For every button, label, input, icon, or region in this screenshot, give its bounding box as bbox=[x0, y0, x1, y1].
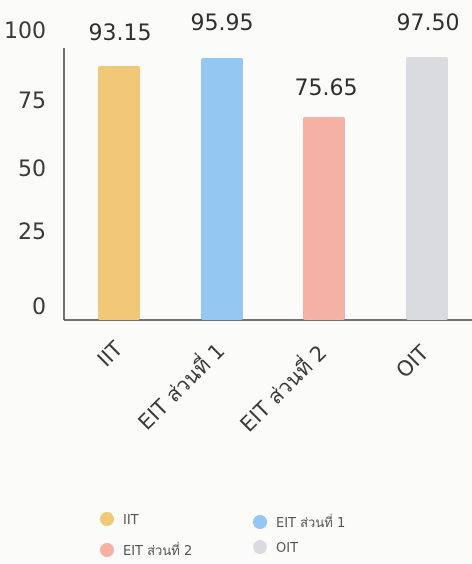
bar-value-label: 93.15 bbox=[89, 21, 152, 46]
legend-label-eit-1: EIT ส่วนที่ 1 bbox=[276, 516, 346, 531]
legend-item-eit-2: EIT ส่วนที่ 2 bbox=[100, 540, 192, 561]
legend-label-iit: IIT bbox=[123, 513, 139, 528]
legend-swatch-iit bbox=[100, 512, 114, 526]
category-label: OIT bbox=[391, 340, 433, 382]
y-tick-label: 25 bbox=[18, 220, 46, 245]
y-tick-label: 100 bbox=[4, 19, 46, 44]
legend-swatch-oit bbox=[253, 540, 267, 554]
bar-value-label: 95.95 bbox=[191, 11, 254, 36]
value-labels: 93.15 95.95 75.65 97.50 bbox=[89, 11, 460, 101]
y-tick-label: 75 bbox=[18, 89, 46, 114]
y-tick-label: 50 bbox=[18, 157, 46, 182]
legend-item-iit: IIT bbox=[100, 512, 139, 528]
y-axis-ticks: 0 25 50 75 100 bbox=[4, 19, 46, 320]
bars bbox=[98, 57, 448, 320]
legend-swatch-eit-1 bbox=[253, 515, 267, 529]
legend-item-oit: OIT bbox=[253, 540, 298, 556]
legend-label-eit-2: EIT ส่วนที่ 2 bbox=[123, 544, 193, 559]
category-label: EIT ส่วนที่ 1 bbox=[131, 336, 229, 434]
legend-item-eit-1: EIT ส่วนที่ 1 bbox=[253, 512, 345, 533]
bar bbox=[303, 117, 345, 320]
bar bbox=[98, 66, 140, 320]
bar bbox=[406, 57, 448, 320]
category-label: IIT bbox=[93, 336, 128, 371]
category-labels: IIT EIT ส่วนที่ 1 EIT ส่วนที่ 2 OIT bbox=[93, 336, 434, 436]
bar bbox=[201, 58, 243, 320]
legend-swatch-eit-2 bbox=[100, 543, 114, 557]
bar-value-label: 75.65 bbox=[295, 76, 358, 101]
bar-value-label: 97.50 bbox=[397, 11, 460, 36]
legend-label-oit: OIT bbox=[276, 541, 299, 556]
category-label: EIT ส่วนที่ 2 bbox=[233, 338, 331, 436]
y-tick-label: 0 bbox=[32, 295, 46, 320]
